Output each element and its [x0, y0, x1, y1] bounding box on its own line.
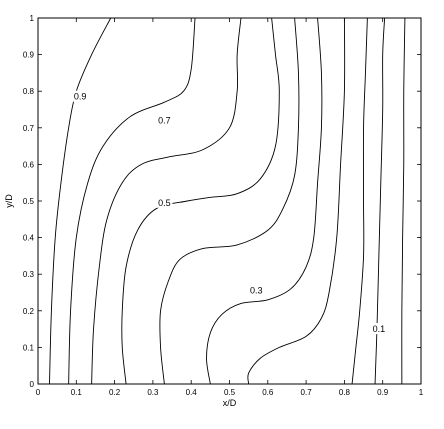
y-tick-label: 0.3	[23, 270, 35, 279]
y-tick-label: 0.5	[23, 197, 35, 206]
x-tick-label: 0.1	[71, 388, 83, 397]
contour-label-gap	[156, 196, 173, 208]
contour-line-2	[68, 17, 196, 385]
y-tick-label: 0.2	[23, 307, 35, 316]
y-axis-label: y/D	[4, 194, 14, 208]
x-tick-label: 1	[419, 388, 424, 397]
x-tick-label: 0.3	[147, 388, 159, 397]
y-tick-label: 0.6	[23, 160, 35, 169]
contour-line-1	[49, 17, 112, 385]
contour-label: 0.7	[158, 115, 171, 125]
contour-label-gap	[156, 114, 173, 126]
contour-label-gap	[72, 90, 89, 102]
contour-line-6	[206, 17, 323, 385]
contour-line-5	[159, 17, 300, 385]
contour-line-4	[121, 17, 280, 385]
contour-line-8	[351, 17, 368, 385]
x-tick-label: 0.7	[301, 388, 313, 397]
contour-label-gap	[370, 323, 387, 335]
x-tick-label: 0.9	[377, 388, 389, 397]
y-tick-label: 0	[30, 380, 35, 389]
contour-labels: 0.9 0.7 0.5 0.3 0.1	[72, 90, 387, 335]
y-tick-label: 0.4	[23, 234, 35, 243]
x-tick-label: 0.2	[109, 388, 121, 397]
contour-label: 0.1	[373, 324, 386, 334]
y-tick-label: 0.1	[23, 343, 35, 352]
y-tick-label: 0.7	[23, 124, 35, 133]
y-tick-label: 0.8	[23, 87, 35, 96]
x-tick-label: 0.8	[339, 388, 351, 397]
contour-label-gap	[248, 284, 265, 296]
y-tick-label: 1	[30, 14, 35, 23]
x-tick-label: 0.4	[186, 388, 198, 397]
x-axis-label: x/D	[223, 398, 237, 408]
x-axis-ticks: 0 0.1 0.2 0.3 0.4 0.5 0.6 0.7 0.8 0.9 1	[36, 18, 424, 397]
y-tick-label: 0.9	[23, 51, 35, 60]
contour-line-10	[401, 17, 406, 385]
x-tick-label: 0.6	[262, 388, 274, 397]
contour-line-3	[91, 17, 242, 385]
contour-label: 0.3	[250, 286, 263, 296]
contour-label: 0.5	[158, 198, 171, 208]
contour-lines	[49, 17, 406, 385]
contour-line-7	[247, 17, 346, 385]
contour-label: 0.9	[74, 92, 87, 102]
x-tick-label: 0.5	[224, 388, 236, 397]
x-tick-label: 0	[36, 388, 41, 397]
y-axis-ticks: 0 0.1 0.2 0.3 0.4 0.5 0.6 0.7 0.8 0.9 1	[23, 14, 421, 389]
